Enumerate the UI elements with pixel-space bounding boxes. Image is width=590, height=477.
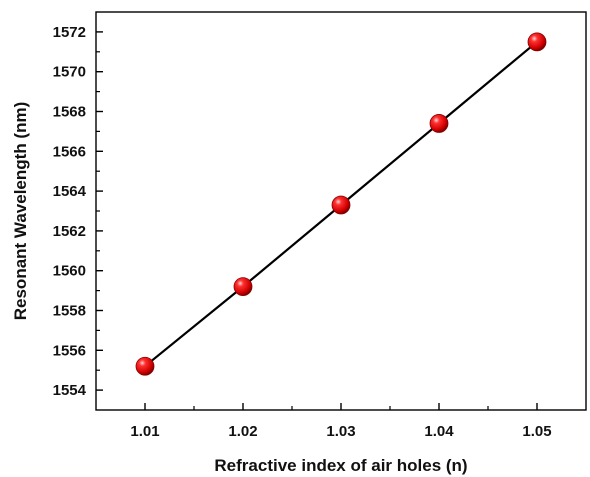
x-tick-label: 1.01 xyxy=(130,423,159,440)
data-point xyxy=(331,195,351,215)
x-tick-label: 1.05 xyxy=(522,423,551,440)
series-points xyxy=(135,32,547,376)
y-axis-ticks: 1554 1556 1558 1560 1562 1564 1566 1568 1570 1572 xyxy=(53,24,103,399)
y-tick-label: 1568 xyxy=(53,104,86,121)
y-tick-label: 1556 xyxy=(53,342,86,359)
y-tick-label: 1570 xyxy=(53,64,86,81)
x-axis-ticks: 1.01 1.02 1.03 1.04 1.05 xyxy=(130,403,552,440)
y-tick-label: 1558 xyxy=(53,303,86,320)
y-tick-label: 1562 xyxy=(53,223,86,240)
y-tick-label: 1566 xyxy=(53,143,86,160)
y-axis-title: Resonant Wavelength (nm) xyxy=(11,102,30,321)
y-tick-label: 1554 xyxy=(53,382,87,399)
x-tick-label: 1.02 xyxy=(228,423,257,440)
data-point xyxy=(135,356,155,376)
y-tick-label: 1560 xyxy=(53,263,86,280)
data-point xyxy=(527,32,547,52)
data-point xyxy=(429,114,449,133)
y-tick-label: 1564 xyxy=(53,183,87,200)
x-tick-label: 1.03 xyxy=(326,423,355,440)
x-axis-title: Refractive index of air holes (n) xyxy=(214,456,467,475)
data-point xyxy=(233,277,253,297)
y-tick-label: 1572 xyxy=(53,24,86,41)
x-tick-label: 1.04 xyxy=(424,423,454,440)
